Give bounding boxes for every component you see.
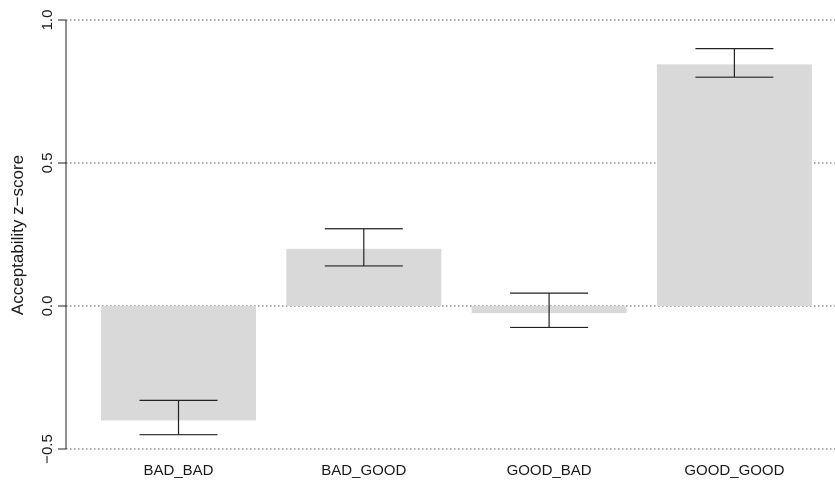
x-tick-label: BAD_BAD — [143, 462, 213, 479]
y-tick-label: 0.5 — [39, 153, 56, 174]
x-tick-label: GOOD_GOOD — [684, 462, 784, 479]
error-bars — [139, 47, 774, 436]
bar-good-good — [656, 64, 812, 306]
x-tick-label: GOOD_BAD — [507, 462, 592, 479]
x-tick-label: BAD_GOOD — [321, 462, 406, 479]
y-axis-title: Acceptability z−score — [8, 155, 27, 315]
y-tick-label: 1.0 — [39, 10, 56, 31]
bars — [101, 64, 812, 421]
y-axis: −0.5 0.0 0.5 1.0 — [39, 10, 67, 464]
y-tick-label: −0.5 — [39, 434, 56, 464]
y-tick-label: 0.0 — [39, 296, 56, 317]
x-tick-labels: BAD_BAD BAD_GOOD GOOD_BAD GOOD_GOOD — [143, 462, 784, 479]
